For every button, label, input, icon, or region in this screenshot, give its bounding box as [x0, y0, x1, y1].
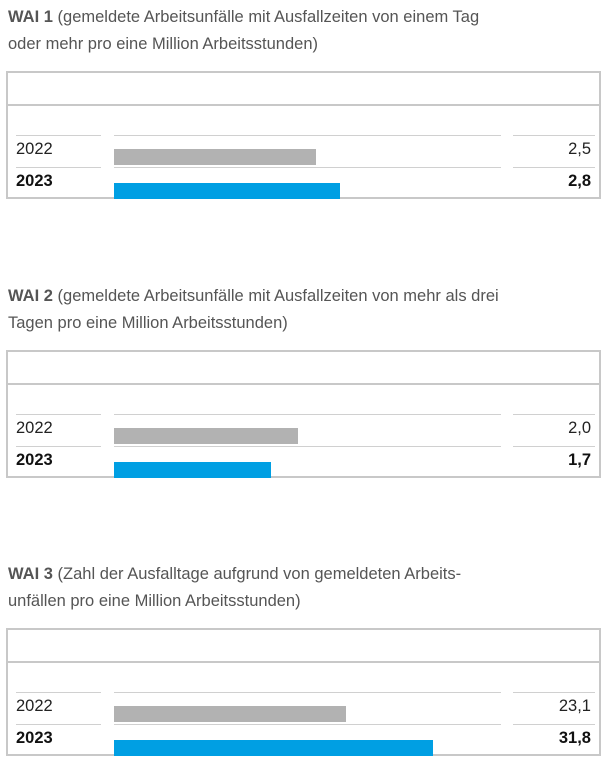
chart-heading: WAI 1 (gemeldete Arbeitsunfälle mit Ausf… [8, 4, 479, 58]
chart-heading: WAI 3 (Zahl der Ausfalltage aufgrund von… [8, 561, 461, 615]
row-separator [114, 414, 501, 415]
chart-description-line-2: Tagen pro eine Million Arbeitsstunden) [8, 314, 288, 332]
chart-section-2: WAI 2 (gemeldete Arbeitsunfälle mit Ausf… [0, 279, 611, 479]
row-separator [513, 167, 595, 168]
chart-label: WAI 3 [8, 565, 53, 583]
bar-2023 [114, 462, 271, 478]
chart-heading: WAI 2 (gemeldete Arbeitsunfälle mit Ausf… [8, 283, 499, 337]
chart-description-line-2: unfällen pro eine Million Arbeitsstunden… [8, 592, 301, 610]
value-label: 31,8 [558, 729, 591, 747]
year-label: 2023 [16, 729, 53, 747]
bar-2022 [114, 706, 346, 722]
chart-box: 2022 2,5 2023 2,8 [6, 71, 601, 199]
divider [8, 104, 599, 106]
row-separator [513, 692, 595, 693]
chart-label: WAI 2 [8, 287, 53, 305]
bar-row-2023: 2023 31,8 [8, 725, 599, 757]
row-separator [16, 135, 101, 136]
year-label: 2022 [16, 140, 53, 158]
row-separator [16, 414, 101, 415]
bar-2023 [114, 183, 340, 199]
value-label: 1,7 [568, 451, 591, 469]
row-separator [114, 167, 501, 168]
value-label: 23,1 [558, 697, 591, 715]
row-separator [513, 414, 595, 415]
chart-box: 2022 2,0 2023 1,7 [6, 350, 601, 478]
chart-section-1: WAI 1 (gemeldete Arbeitsunfälle mit Ausf… [0, 0, 611, 200]
bar-row-2022: 2022 2,0 [8, 415, 599, 447]
row-separator [16, 446, 101, 447]
chart-description-line-1: (gemeldete Arbeitsunfälle mit Ausfallzei… [57, 287, 499, 305]
chart-label: WAI 1 [8, 8, 53, 26]
chart-description-line-1: (Zahl der Ausfalltage aufgrund von gemel… [57, 565, 462, 583]
row-separator [114, 135, 501, 136]
row-separator [16, 167, 101, 168]
bar-2023 [114, 740, 433, 756]
year-label: 2023 [16, 172, 53, 190]
row-separator [114, 446, 501, 447]
value-label: 2,5 [568, 140, 591, 158]
value-label: 2,8 [568, 172, 591, 190]
row-separator [513, 724, 595, 725]
chart-box: 2022 23,1 2023 31,8 [6, 628, 601, 756]
row-separator [16, 724, 101, 725]
row-separator [16, 692, 101, 693]
chart-description-line-1: (gemeldete Arbeitsunfälle mit Ausfallzei… [57, 8, 480, 26]
value-label: 2,0 [568, 419, 591, 437]
divider [8, 383, 599, 385]
divider [8, 661, 599, 663]
year-label: 2022 [16, 697, 53, 715]
bar-2022 [114, 428, 299, 444]
chart-section-3: WAI 3 (Zahl der Ausfalltage aufgrund von… [0, 557, 611, 757]
bar-2022 [114, 149, 316, 165]
row-separator [513, 446, 595, 447]
bar-row-2022: 2022 2,5 [8, 136, 599, 168]
row-separator [114, 724, 501, 725]
year-label: 2023 [16, 451, 53, 469]
year-label: 2022 [16, 419, 53, 437]
row-separator [513, 135, 595, 136]
chart-description-line-2: oder mehr pro eine Million Arbeitsstunde… [8, 35, 318, 53]
row-separator [114, 692, 501, 693]
bar-row-2023: 2023 2,8 [8, 168, 599, 200]
bar-row-2023: 2023 1,7 [8, 447, 599, 479]
bar-row-2022: 2022 23,1 [8, 693, 599, 725]
